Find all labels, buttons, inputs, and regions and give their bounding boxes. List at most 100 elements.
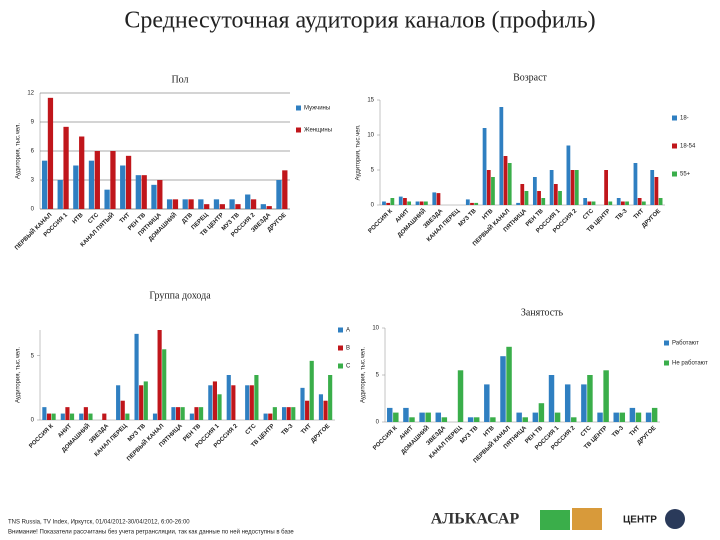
bar — [419, 412, 425, 422]
bar — [152, 413, 158, 420]
bar — [151, 184, 157, 209]
y-tick-label: 5 — [376, 373, 380, 379]
bar — [42, 407, 47, 420]
bar — [213, 199, 220, 209]
legend-swatch — [664, 340, 669, 346]
bar — [537, 191, 541, 205]
bar — [254, 375, 259, 420]
chart-title: Группа дохода — [149, 290, 211, 301]
bar — [260, 204, 266, 209]
bar — [276, 180, 282, 209]
bar — [574, 170, 579, 205]
bar — [286, 407, 291, 420]
bar — [125, 413, 130, 420]
bar — [581, 384, 587, 422]
bar — [387, 407, 393, 422]
bar — [250, 199, 257, 209]
bar — [305, 400, 310, 420]
bar — [382, 201, 386, 205]
bar — [637, 198, 642, 205]
bar — [516, 202, 520, 205]
bar — [608, 201, 613, 205]
bar — [204, 204, 210, 209]
bar — [83, 407, 88, 420]
bar — [441, 417, 448, 422]
bar — [457, 370, 464, 422]
bar — [65, 407, 70, 420]
bar — [553, 184, 558, 205]
legend-label: Не работают — [672, 361, 708, 367]
y-axis-label: Аудитория, тыс.чел. — [16, 347, 22, 403]
bar — [491, 177, 495, 205]
bar — [604, 170, 608, 205]
bar — [281, 407, 287, 420]
bar — [235, 204, 241, 209]
bar — [171, 407, 176, 420]
bar — [651, 407, 658, 422]
y-tick-label: 15 — [367, 98, 374, 104]
chart-title: Пол — [171, 74, 188, 85]
y-tick-label: 0 — [376, 420, 380, 426]
bar — [300, 387, 305, 420]
bar — [633, 163, 638, 205]
legend-swatch — [338, 327, 343, 333]
bar — [386, 202, 391, 205]
bar — [419, 201, 424, 205]
bar — [199, 407, 204, 420]
bar — [629, 407, 636, 422]
logo-alkasar: АЛЬКАСАР — [431, 511, 520, 528]
bar — [157, 180, 163, 209]
bar — [231, 385, 236, 420]
bar — [245, 385, 250, 420]
bar — [641, 201, 646, 205]
bar — [143, 381, 148, 420]
y-tick-label: 3 — [31, 178, 35, 184]
bar — [135, 175, 141, 209]
legend-swatch — [664, 360, 669, 366]
y-tick-label: 9 — [31, 120, 35, 126]
legend-label: С — [346, 364, 351, 370]
bar — [473, 417, 480, 422]
bar — [263, 413, 268, 420]
bar — [532, 412, 539, 422]
bar — [516, 412, 522, 422]
bar — [73, 165, 79, 209]
bar — [94, 151, 100, 209]
bar — [597, 412, 603, 422]
legend-swatch — [672, 143, 677, 149]
bar — [245, 194, 251, 209]
legend-swatch — [338, 345, 343, 351]
bar — [558, 191, 562, 205]
note: Внимание! Показатели рассчитаны без учет… — [8, 529, 294, 536]
bar — [554, 412, 561, 422]
bar — [157, 330, 162, 420]
bar — [403, 198, 407, 205]
bar — [484, 384, 490, 422]
bar — [249, 385, 254, 420]
bar — [134, 333, 139, 420]
logo-box — [540, 510, 570, 530]
legend-label: 55+ — [680, 172, 691, 178]
bar — [229, 199, 235, 209]
bar — [620, 201, 625, 205]
bar — [465, 199, 470, 205]
legend-swatch — [672, 115, 677, 121]
legend-label: Работают — [672, 341, 699, 347]
bar — [272, 407, 277, 420]
bar — [47, 97, 54, 209]
bar — [120, 400, 125, 420]
bar — [654, 177, 659, 205]
bar — [570, 170, 575, 205]
bar — [102, 413, 107, 420]
bar — [198, 199, 204, 209]
bar — [524, 191, 529, 205]
bar — [522, 417, 528, 422]
bar — [435, 412, 442, 422]
bar — [182, 199, 188, 209]
legend-label: 18- — [680, 116, 689, 122]
bar — [57, 180, 63, 209]
y-tick-label: 0 — [31, 207, 35, 213]
bar — [645, 412, 652, 422]
bar — [390, 198, 395, 205]
